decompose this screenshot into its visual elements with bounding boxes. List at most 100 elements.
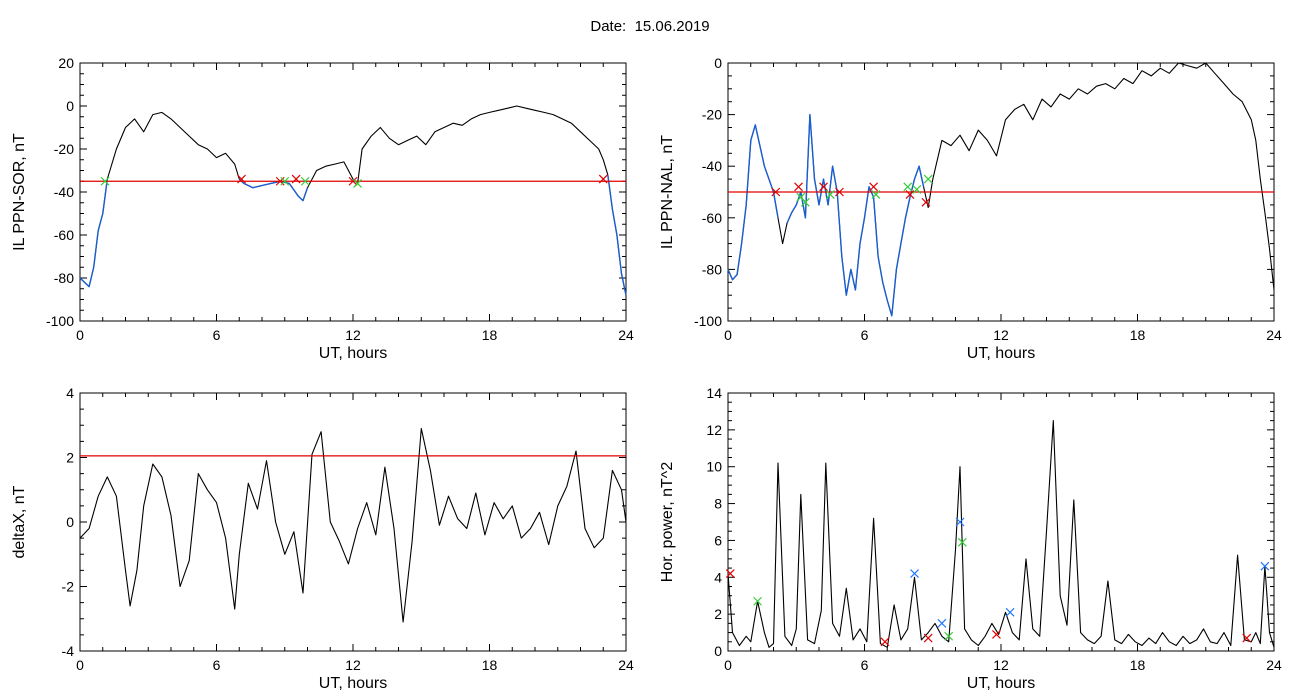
y-tick-label: -100 (46, 313, 74, 329)
event-marker-red (291, 174, 301, 184)
y-tick-label: 0 (66, 514, 74, 530)
x-tick-label: 6 (213, 657, 221, 673)
highlight-segment (607, 174, 627, 296)
event-marker-red (598, 174, 608, 184)
event-marker-red (771, 187, 781, 197)
x-axis-label: UT, hours (967, 345, 1035, 362)
x-tick-label: 0 (724, 657, 732, 673)
x-tick-label: 12 (345, 327, 361, 343)
y-tick-label: -40 (54, 184, 74, 200)
x-tick-label: 18 (482, 657, 498, 673)
y-tick-label: -100 (694, 313, 722, 329)
event-marker-green (280, 176, 290, 186)
event-marker-green (353, 178, 362, 188)
event-marker-red (880, 637, 890, 647)
y-tick-label: -2 (62, 579, 75, 595)
plot-frame (79, 62, 627, 322)
y-tick-label: -80 (702, 261, 722, 277)
x-tick-label: 24 (1266, 657, 1282, 673)
y-tick-label: -60 (54, 227, 74, 243)
chart-nal: 0 6 12 18 24 -100 -80 -60 -40 -20 0 UT, hours IL PPN… (659, 55, 1282, 362)
y-tick-label: 6 (714, 532, 722, 548)
y-tick-label: 4 (714, 569, 722, 585)
highlight-segment (238, 178, 309, 202)
series-line (727, 420, 1275, 648)
event-marker-blue (955, 517, 965, 527)
chart-sor: 0 6 12 18 24 -100 -80 -60 -40 -20 0 20 UT, hours IL P… (11, 55, 634, 362)
event-marker-blue (1260, 561, 1270, 571)
x-tick-label: 6 (213, 327, 221, 343)
plot-frame (727, 392, 1275, 652)
y-tick-label: 8 (714, 496, 722, 512)
event-marker-red (348, 176, 358, 186)
x-tick-label: 0 (724, 327, 732, 343)
event-marker-red (819, 182, 828, 192)
y-tick-label: 4 (66, 385, 74, 401)
y-axis-label: IL PPN-NAL, nT (659, 135, 676, 249)
y-tick-label: 12 (706, 422, 722, 438)
event-marker-red (725, 569, 735, 579)
event-marker-blue (910, 569, 919, 579)
y-tick-label: 0 (714, 643, 722, 659)
y-tick-label: 0 (66, 98, 74, 114)
event-marker-green (800, 197, 810, 207)
x-axis-label: UT, hours (319, 675, 387, 692)
event-marker-red (905, 190, 915, 200)
event-marker-red (923, 633, 933, 643)
event-marker-red (794, 182, 803, 192)
event-marker-green (100, 176, 110, 186)
y-axis-label: Hor. power, nT^2 (659, 462, 676, 583)
event-marker-red (921, 197, 931, 207)
event-marker-green (825, 190, 835, 200)
event-marker-red (835, 187, 844, 197)
y-tick-label: 0 (714, 55, 722, 71)
y-tick-label: -4 (62, 643, 75, 659)
x-tick-label: 24 (1266, 327, 1282, 343)
highlight-segment (727, 124, 779, 281)
y-tick-label: 2 (714, 606, 722, 622)
event-marker-red (1242, 633, 1252, 643)
x-tick-label: 18 (1130, 657, 1146, 673)
highlight-segment (79, 179, 108, 288)
y-tick-label: -80 (54, 270, 74, 286)
x-tick-label: 24 (618, 657, 634, 673)
event-marker-blue (1005, 607, 1015, 617)
event-marker-green (912, 184, 922, 194)
y-axis-label: IL PPN-SOR, nT (11, 133, 28, 251)
x-tick-label: 18 (1130, 327, 1146, 343)
x-tick-label: 12 (345, 657, 361, 673)
event-marker-green (753, 596, 762, 606)
date-value: 15.06.2019 (634, 18, 710, 35)
x-tick-label: 0 (76, 657, 84, 673)
event-marker-red (869, 182, 879, 192)
series-line (79, 105, 627, 296)
y-tick-label: 20 (58, 55, 74, 71)
event-marker-red (237, 174, 246, 184)
figure-header: Date: 15.06.2019 (0, 18, 1300, 35)
y-tick-label: -40 (702, 158, 722, 174)
series-line (727, 62, 1275, 317)
x-tick-label: 12 (993, 657, 1009, 673)
y-tick-label: -20 (54, 141, 74, 157)
y-tick-label: -60 (702, 210, 722, 226)
x-tick-label: 12 (993, 327, 1009, 343)
y-axis-label: deltaX, nT (11, 485, 28, 558)
y-tick-label: 14 (706, 385, 722, 401)
y-tick-label: -20 (702, 107, 722, 123)
x-tick-label: 0 (76, 327, 84, 343)
y-tick-label: 10 (706, 459, 722, 475)
highlight-segment (786, 113, 925, 317)
event-marker-green (300, 176, 310, 186)
event-marker-blue (937, 618, 947, 628)
series-line (79, 427, 627, 623)
event-marker-green (957, 537, 967, 547)
event-marker-green (871, 190, 881, 200)
event-marker-red (992, 629, 1001, 639)
event-marker-green (944, 631, 954, 641)
date-label: Date: (590, 18, 627, 35)
plot-frame (79, 392, 627, 652)
x-tick-label: 6 (861, 657, 869, 673)
